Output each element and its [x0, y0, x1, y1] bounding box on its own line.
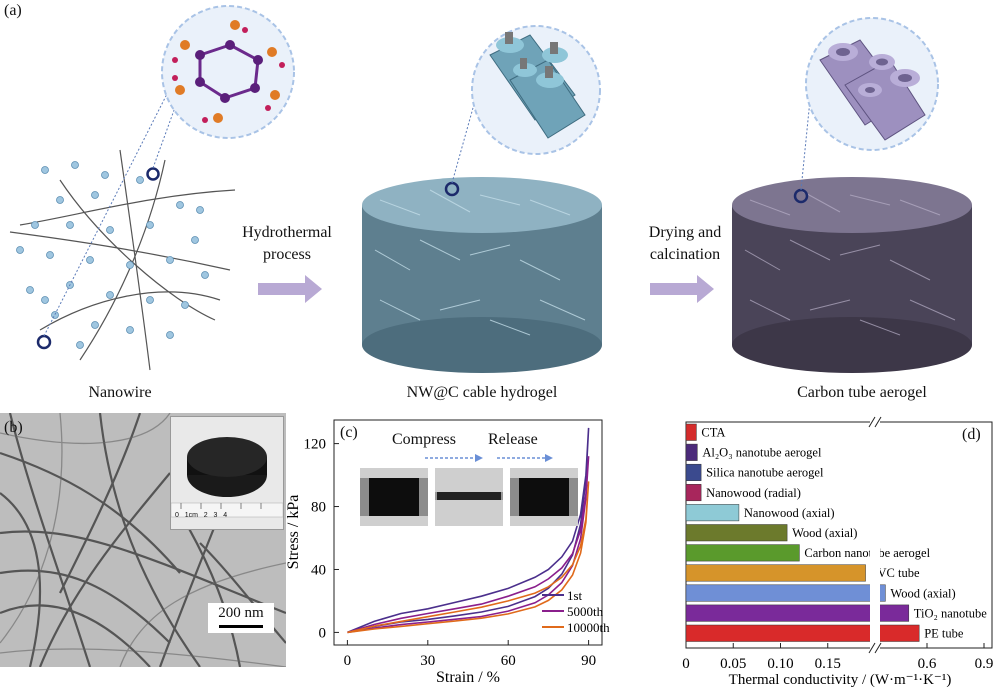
y-tick-label-c: 80 [311, 500, 326, 516]
photo-2 [435, 468, 503, 526]
cable-zoom [471, 25, 601, 155]
x-tick-label-d: 0.9 [975, 656, 994, 672]
bar-4 [685, 504, 740, 522]
bar-5 [685, 524, 788, 542]
bar-10 [685, 624, 920, 642]
process-arrow-1 [258, 275, 322, 303]
tube-zoom [805, 17, 939, 151]
stage1-caption: Nanowire [88, 384, 152, 401]
x-axis-label-c: Strain / % [436, 669, 500, 686]
photo-1 [360, 468, 428, 526]
aerogel-cylinder [732, 79, 972, 373]
bar-label-9: TiO₂ nanotube [914, 606, 987, 620]
bar-6 [685, 544, 800, 562]
x-tick-label-d: 0.05 [720, 656, 746, 672]
bar-9 [685, 604, 910, 622]
process1-line2: process [263, 246, 311, 263]
aerogel-photo-inset: 0 1cm 2 3 4 [170, 416, 284, 530]
release-label: Release [488, 431, 538, 448]
thermal-conductivity-chart: CTA Al₂O₃ nanotube aerogel Silica nanotube… [682, 415, 993, 688]
scalebar-line [219, 625, 263, 628]
process2-line2: calcination [649, 246, 721, 263]
x-tick-label-d: 0.10 [767, 656, 793, 672]
x-tick-label-c: 60 [501, 653, 516, 669]
bar-group-d: CTA Al₂O₃ nanotube aerogel Silica nanotube… [685, 422, 987, 648]
panel-d-label: (d) [962, 426, 981, 443]
series-line-10000th [347, 481, 590, 634]
x-tick-label-c: 0 [344, 653, 352, 669]
bar-label-3: Nanowood (radial) [706, 486, 801, 500]
bar-label-7: PVC tube [871, 566, 920, 580]
process-label-1: Hydrothermal process [222, 222, 352, 266]
ruler-text: 0 1cm 2 3 4 [175, 512, 228, 519]
bar-2 [685, 463, 702, 481]
scalebar-label: 200 nm [218, 605, 264, 621]
y-tick-label-c: 0 [319, 625, 327, 641]
tick-group-d: 0 0.05 0.10 0.15 0.6 0.9 [682, 643, 993, 672]
legend-label-10000th: 10000th [567, 620, 610, 635]
highlight-circle-1 [146, 167, 160, 181]
highlight-circle-2 [36, 334, 52, 350]
compress-label: Compress [392, 431, 456, 448]
process2-line1: Drying and [648, 224, 722, 241]
y-axis-label-c: Stress / kPa [285, 495, 302, 570]
panel-b-label: (b) [4, 419, 23, 436]
bar-label-0: CTA [701, 426, 725, 440]
tick-group-c: 0 30 60 90 0 40 80 120 [304, 437, 597, 669]
axis-break-marks [868, 415, 882, 654]
legend-label-5000th: 5000th [567, 604, 604, 619]
legend-label-1st: 1st [567, 588, 583, 603]
series-line-1st [347, 427, 590, 634]
x-tick-label-c: 90 [581, 653, 596, 669]
bar-label-5: Wood (axial) [792, 526, 857, 540]
nanowire-dots [16, 161, 209, 349]
process-label-2: Drying and calcination [620, 222, 750, 266]
x-tick-label-d: 0 [682, 656, 690, 672]
aerogel-photo-svg [170, 437, 284, 518]
molecule-zoom [161, 5, 295, 139]
process-arrow-2 [650, 275, 714, 303]
bar-label-6: Carbon nanotube aerogel [804, 546, 930, 560]
stage2-caption: NW@C cable hydrogel [406, 384, 558, 401]
bar-7 [685, 564, 866, 582]
y-tick-label-c: 40 [311, 562, 326, 578]
bar-label-8: Wood (axial) [890, 586, 955, 600]
y-tick-label-c: 120 [304, 437, 327, 453]
panel-c-label: (c) [340, 424, 358, 441]
panel-a-label: (a) [4, 2, 22, 19]
x-axis-label-d: Thermal conductivity / (W·m⁻¹·K⁻¹) [729, 672, 952, 688]
series-group-c [347, 427, 590, 634]
stage3-caption: Carbon tube aerogel [797, 384, 927, 401]
bar-label-4: Nanowood (axial) [744, 506, 835, 520]
x-tick-label-c: 30 [420, 653, 435, 669]
panel-a-illustration [9, 5, 972, 373]
bar-label-2: Silica nanotube aerogel [706, 466, 824, 480]
bar-label-1: Al₂O₃ nanotube aerogel [702, 446, 822, 460]
series-line-5000th [347, 456, 590, 634]
bar-0 [685, 423, 697, 441]
scalebar-box: 200 nm [208, 603, 274, 633]
compression-photos [360, 454, 578, 526]
bar-8 [685, 584, 886, 602]
hydrogel-cylinder [362, 89, 602, 373]
bar-1 [685, 443, 698, 461]
axis-break-gap [870, 422, 880, 648]
bar-label-10: PE tube [924, 627, 964, 641]
x-tick-label-d: 0.15 [815, 656, 841, 672]
x-tick-label-d: 0.6 [918, 656, 937, 672]
process1-line1: Hydrothermal [242, 224, 332, 241]
photo-3 [510, 468, 578, 526]
bar-3 [685, 484, 702, 502]
